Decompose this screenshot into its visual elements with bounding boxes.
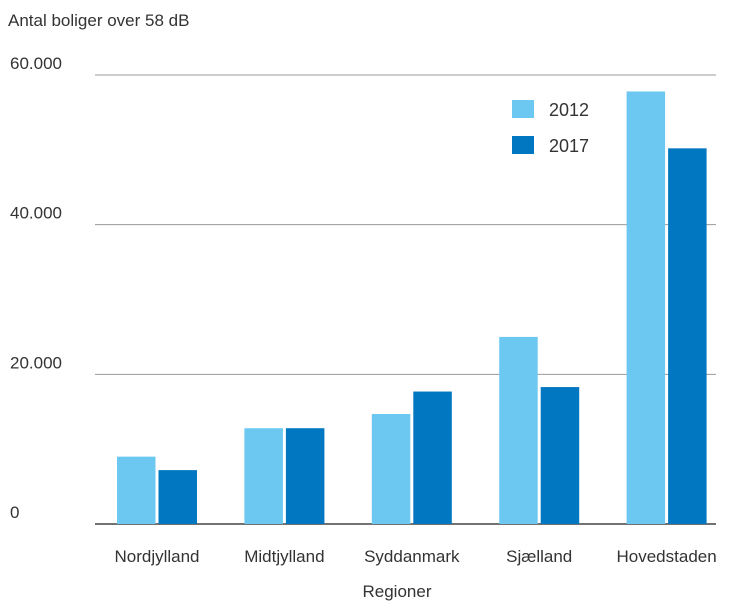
bar-2017-nordjylland xyxy=(158,470,197,524)
y-tick-labels: 0 20.000 40.000 60.000 xyxy=(10,54,62,522)
bars xyxy=(117,91,707,525)
y-tick-label: 60.000 xyxy=(10,54,62,73)
bar-2017-syddanmark xyxy=(413,391,452,524)
legend-label-2012: 2012 xyxy=(549,100,589,120)
legend-label-2017: 2017 xyxy=(549,136,589,156)
x-tick-label: Hovedstaden xyxy=(617,547,717,566)
bar-2012-hovedstaden xyxy=(626,91,666,525)
y-tick-label: 20.000 xyxy=(10,353,62,372)
x-tick-label: Sjælland xyxy=(506,547,572,566)
bar-2012-sjælland xyxy=(499,336,538,524)
legend-swatch-2012 xyxy=(512,100,534,118)
x-tick-labels: Nordjylland Midtjylland Syddanmark Sjælland… xyxy=(114,547,716,566)
bar-2017-hovedstaden xyxy=(668,148,707,524)
y-tick-label: 0 xyxy=(10,503,19,522)
x-tick-label: Midtjylland xyxy=(244,547,324,566)
legend: 2012 2017 xyxy=(512,100,589,156)
x-tick-label: Nordjylland xyxy=(114,547,199,566)
bar-2012-syddanmark xyxy=(371,413,411,524)
bar-2012-nordjylland xyxy=(117,456,156,524)
bar-2017-midtjylland xyxy=(285,428,325,524)
bar-2017-sjælland xyxy=(540,387,580,524)
bar-2012-midtjylland xyxy=(244,428,283,524)
x-tick-label: Syddanmark xyxy=(364,547,460,566)
legend-swatch-2017 xyxy=(512,136,534,154)
y-tick-label: 40.000 xyxy=(10,204,62,223)
y-axis-label: Antal boliger over 58 dB xyxy=(8,11,189,30)
x-axis-label: Regioner xyxy=(363,582,432,601)
